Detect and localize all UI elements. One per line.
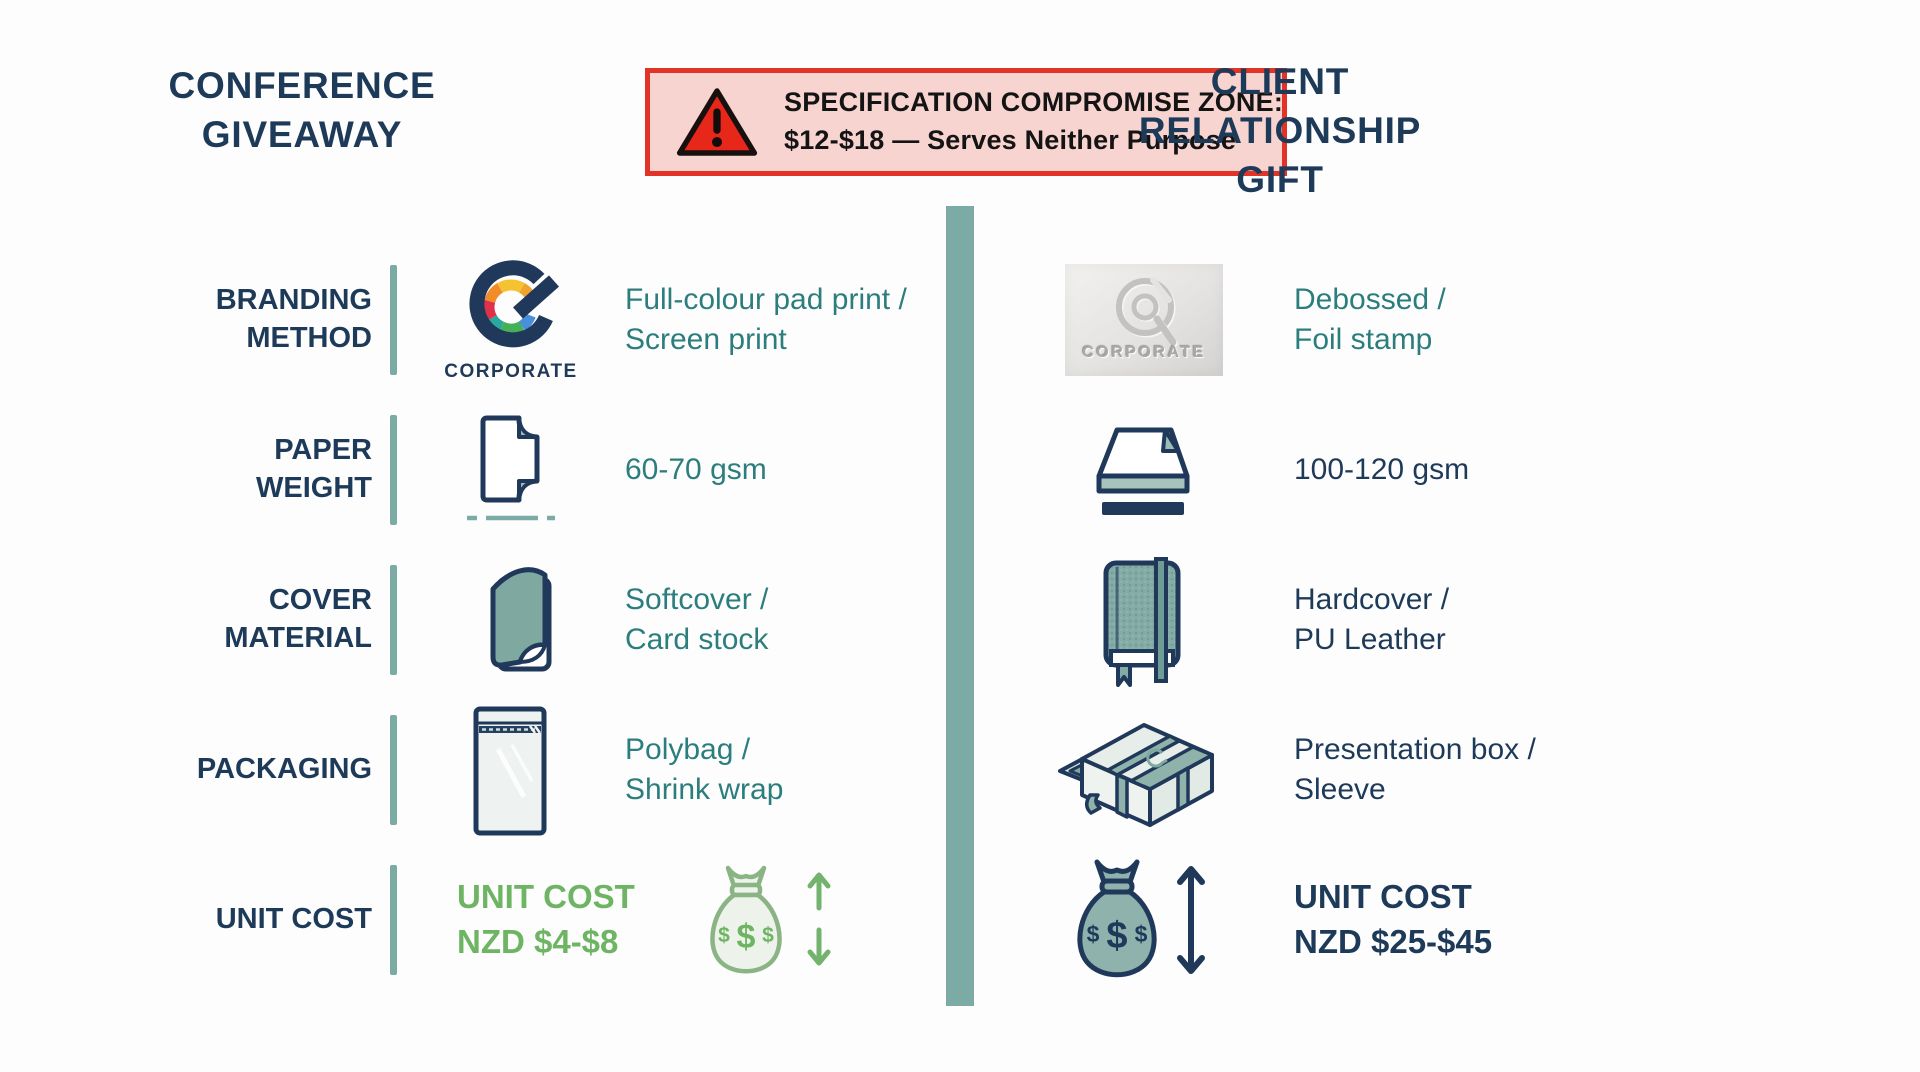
softcover-icon <box>397 559 625 681</box>
warning-triangle-icon <box>676 85 758 159</box>
svg-text:$: $ <box>1087 921 1100 947</box>
row-paper-right: 100-120 gsm <box>974 395 1920 545</box>
row-branding-right: CORPORATE Debossed / Foil stamp <box>974 245 1920 395</box>
value-cost-left: UNIT COST NZD $4-$8 <box>457 875 635 964</box>
value-line: Shrink wrap <box>625 773 784 806</box>
accent-bar <box>390 715 397 825</box>
row-label-cost: UNIT COST <box>0 901 382 939</box>
svg-text:$: $ <box>1135 921 1148 947</box>
row-cover-left: COVER MATERIAL Softcover / Card stock <box>0 545 946 695</box>
thin-paper-icon <box>397 410 625 530</box>
label-line: COVER <box>268 584 372 617</box>
value-line: Full-colour pad print / <box>625 282 907 316</box>
accent-bar <box>390 865 397 975</box>
presentation-box-icon <box>994 703 1294 838</box>
row-cost-left: UNIT COST UNIT COST NZD $4-$8 $ $ $ <box>0 845 946 995</box>
accent-bar <box>390 415 397 525</box>
value-line: PU Leather <box>1294 623 1446 656</box>
label-line: PACKAGING <box>196 753 372 786</box>
value-line: Sleeve <box>1294 773 1386 806</box>
value-line: NZD $4-$8 <box>457 923 619 960</box>
value-line: NZD $25-$45 <box>1294 923 1493 960</box>
row-label-branding: BRANDING METHOD <box>0 282 382 357</box>
left-column-title: CONFERENCE GIVEAWAY <box>82 62 522 160</box>
money-bag-large-icon: $ $ $ <box>994 856 1294 984</box>
value-packaging-right: Presentation box / Sleeve <box>1294 730 1536 811</box>
label-line: MATERIAL <box>224 622 372 654</box>
svg-text:$: $ <box>736 918 755 956</box>
value-line: 100-120 gsm <box>1294 452 1470 486</box>
polybag-icon <box>397 699 625 841</box>
warning-text: SPECIFICATION COMPROMISE ZONE: $12-$18 —… <box>784 84 1283 160</box>
row-paper-left: PAPER WEIGHT 60-70 gsm <box>0 395 946 545</box>
label-line: UNIT COST <box>215 903 372 936</box>
value-branding-left: Full-colour pad print / Screen print <box>625 280 907 361</box>
title-line: GIFT <box>1236 158 1324 200</box>
label-line: WEIGHT <box>256 472 372 504</box>
value-line: UNIT COST <box>457 878 635 916</box>
svg-text:$: $ <box>1106 915 1127 957</box>
logo-caption: CORPORATE <box>1082 344 1206 361</box>
svg-text:$: $ <box>718 924 730 947</box>
value-paper-right: 100-120 gsm <box>1294 450 1469 491</box>
accent-bar <box>390 565 397 675</box>
value-line: Polybag / <box>625 732 751 766</box>
value-branding-right: Debossed / Foil stamp <box>1294 280 1446 361</box>
value-line: 60-70 gsm <box>625 452 767 486</box>
thick-paper-icon <box>994 418 1294 522</box>
right-column-title: CLIENT RELATIONSHIP GIFT <box>1060 58 1500 204</box>
value-cost-right: UNIT COST NZD $25-$45 <box>1294 875 1492 964</box>
row-cover-right: Hardcover / PU Leather <box>974 545 1920 695</box>
row-branding-left: BRANDING METHOD CORPORATE <box>0 245 946 395</box>
money-bag-small-icon: $ $ $ <box>693 864 841 976</box>
warning-line-1: SPECIFICATION COMPROMISE ZONE: <box>784 87 1284 118</box>
row-cost-right: $ $ $ UNIT COST NZD $25-$45 <box>974 845 1920 995</box>
center-divider <box>946 206 974 1006</box>
row-label-packaging: PACKAGING <box>0 751 382 789</box>
row-label-paper: PAPER WEIGHT <box>0 432 382 507</box>
hardcover-notebook-icon <box>994 553 1294 687</box>
value-line: Hardcover / <box>1294 582 1450 616</box>
label-line: BRANDING <box>215 284 372 317</box>
value-line: Foil stamp <box>1294 323 1433 356</box>
value-line: Card stock <box>625 623 769 656</box>
title-line: CLIENT <box>1210 61 1350 102</box>
row-packaging-right: Presentation box / Sleeve <box>974 695 1920 845</box>
row-label-cover: COVER MATERIAL <box>0 582 382 657</box>
debossed-card: CORPORATE <box>1065 264 1223 376</box>
warning-line-2: $12-$18 — Serves Neither Purpose <box>784 125 1237 155</box>
value-line: UNIT COST <box>1294 878 1472 916</box>
warning-banner: SPECIFICATION COMPROMISE ZONE: $12-$18 —… <box>645 68 1287 176</box>
debossed-logo-icon: CORPORATE <box>994 264 1294 376</box>
value-line: Screen print <box>625 323 787 356</box>
label-line: PAPER <box>274 434 372 467</box>
value-packaging-left: Polybag / Shrink wrap <box>625 730 783 811</box>
row-packaging-left: PACKAGING Polybag / Shrink wrap <box>0 695 946 845</box>
accent-bar <box>390 265 397 375</box>
value-cover-right: Hardcover / PU Leather <box>1294 580 1449 661</box>
svg-text:$: $ <box>762 924 774 947</box>
title-line: GIVEAWAY <box>201 113 403 155</box>
value-line: Softcover / <box>625 582 769 616</box>
value-paper-left: 60-70 gsm <box>625 450 767 491</box>
value-line: Presentation box / <box>1294 732 1536 766</box>
value-line: Debossed / <box>1294 282 1446 316</box>
value-cover-left: Softcover / Card stock <box>625 580 768 661</box>
title-line: RELATIONSHIP <box>1138 109 1422 151</box>
color-print-logo-icon: CORPORATE <box>397 257 625 383</box>
label-line: METHOD <box>246 322 372 354</box>
title-line: CONFERENCE <box>168 65 436 106</box>
logo-caption: CORPORATE <box>444 361 578 382</box>
